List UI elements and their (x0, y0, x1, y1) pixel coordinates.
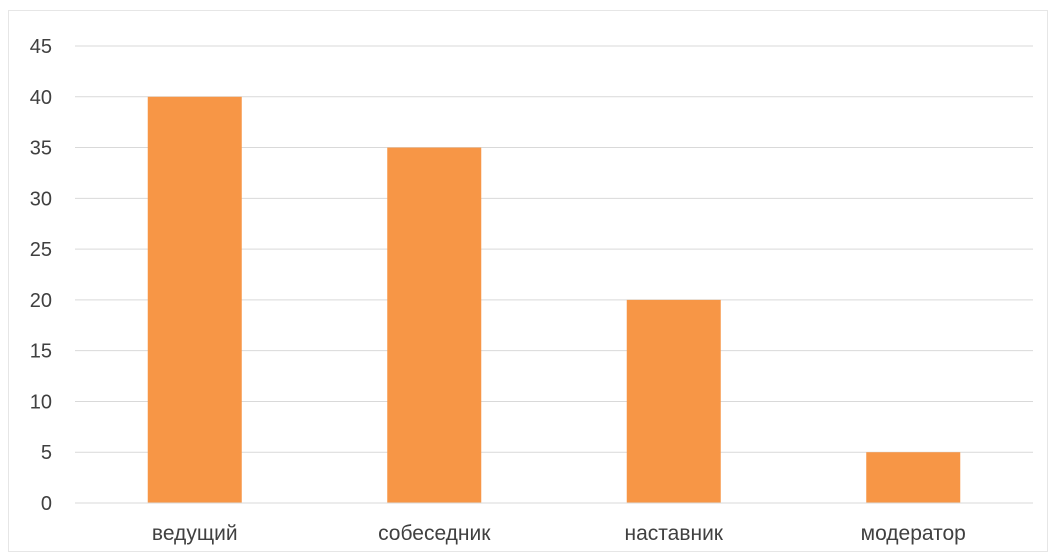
y-tick-label-5: 5 (41, 442, 52, 464)
bar-3 (626, 299, 721, 503)
bar-1 (147, 96, 242, 504)
y-tick-label-0: 0 (41, 493, 52, 515)
y-tick-label-30: 30 (30, 188, 52, 210)
x-category-label-1: ведущий (152, 522, 238, 545)
y-tick-label-45: 45 (30, 36, 52, 58)
y-tick-label-35: 35 (30, 138, 52, 160)
x-category-label-4: модератор (861, 522, 966, 545)
x-category-label-2: собеседник (378, 522, 491, 545)
y-tick-label-40: 40 (30, 87, 52, 109)
y-tick-label-25: 25 (30, 239, 52, 261)
bars (147, 96, 961, 504)
y-tick-label-10: 10 (30, 391, 52, 413)
y-tick-label-20: 20 (30, 290, 52, 312)
y-axis-tick-labels: 0 5 10 15 20 25 30 35 40 45 (30, 36, 52, 515)
y-tick-label-15: 15 (30, 341, 52, 363)
x-axis-category-labels: ведущий собеседник наставник модератор (152, 522, 966, 545)
bar-2 (387, 147, 482, 504)
x-category-label-3: наставник (624, 522, 723, 545)
bar-4 (866, 452, 961, 503)
